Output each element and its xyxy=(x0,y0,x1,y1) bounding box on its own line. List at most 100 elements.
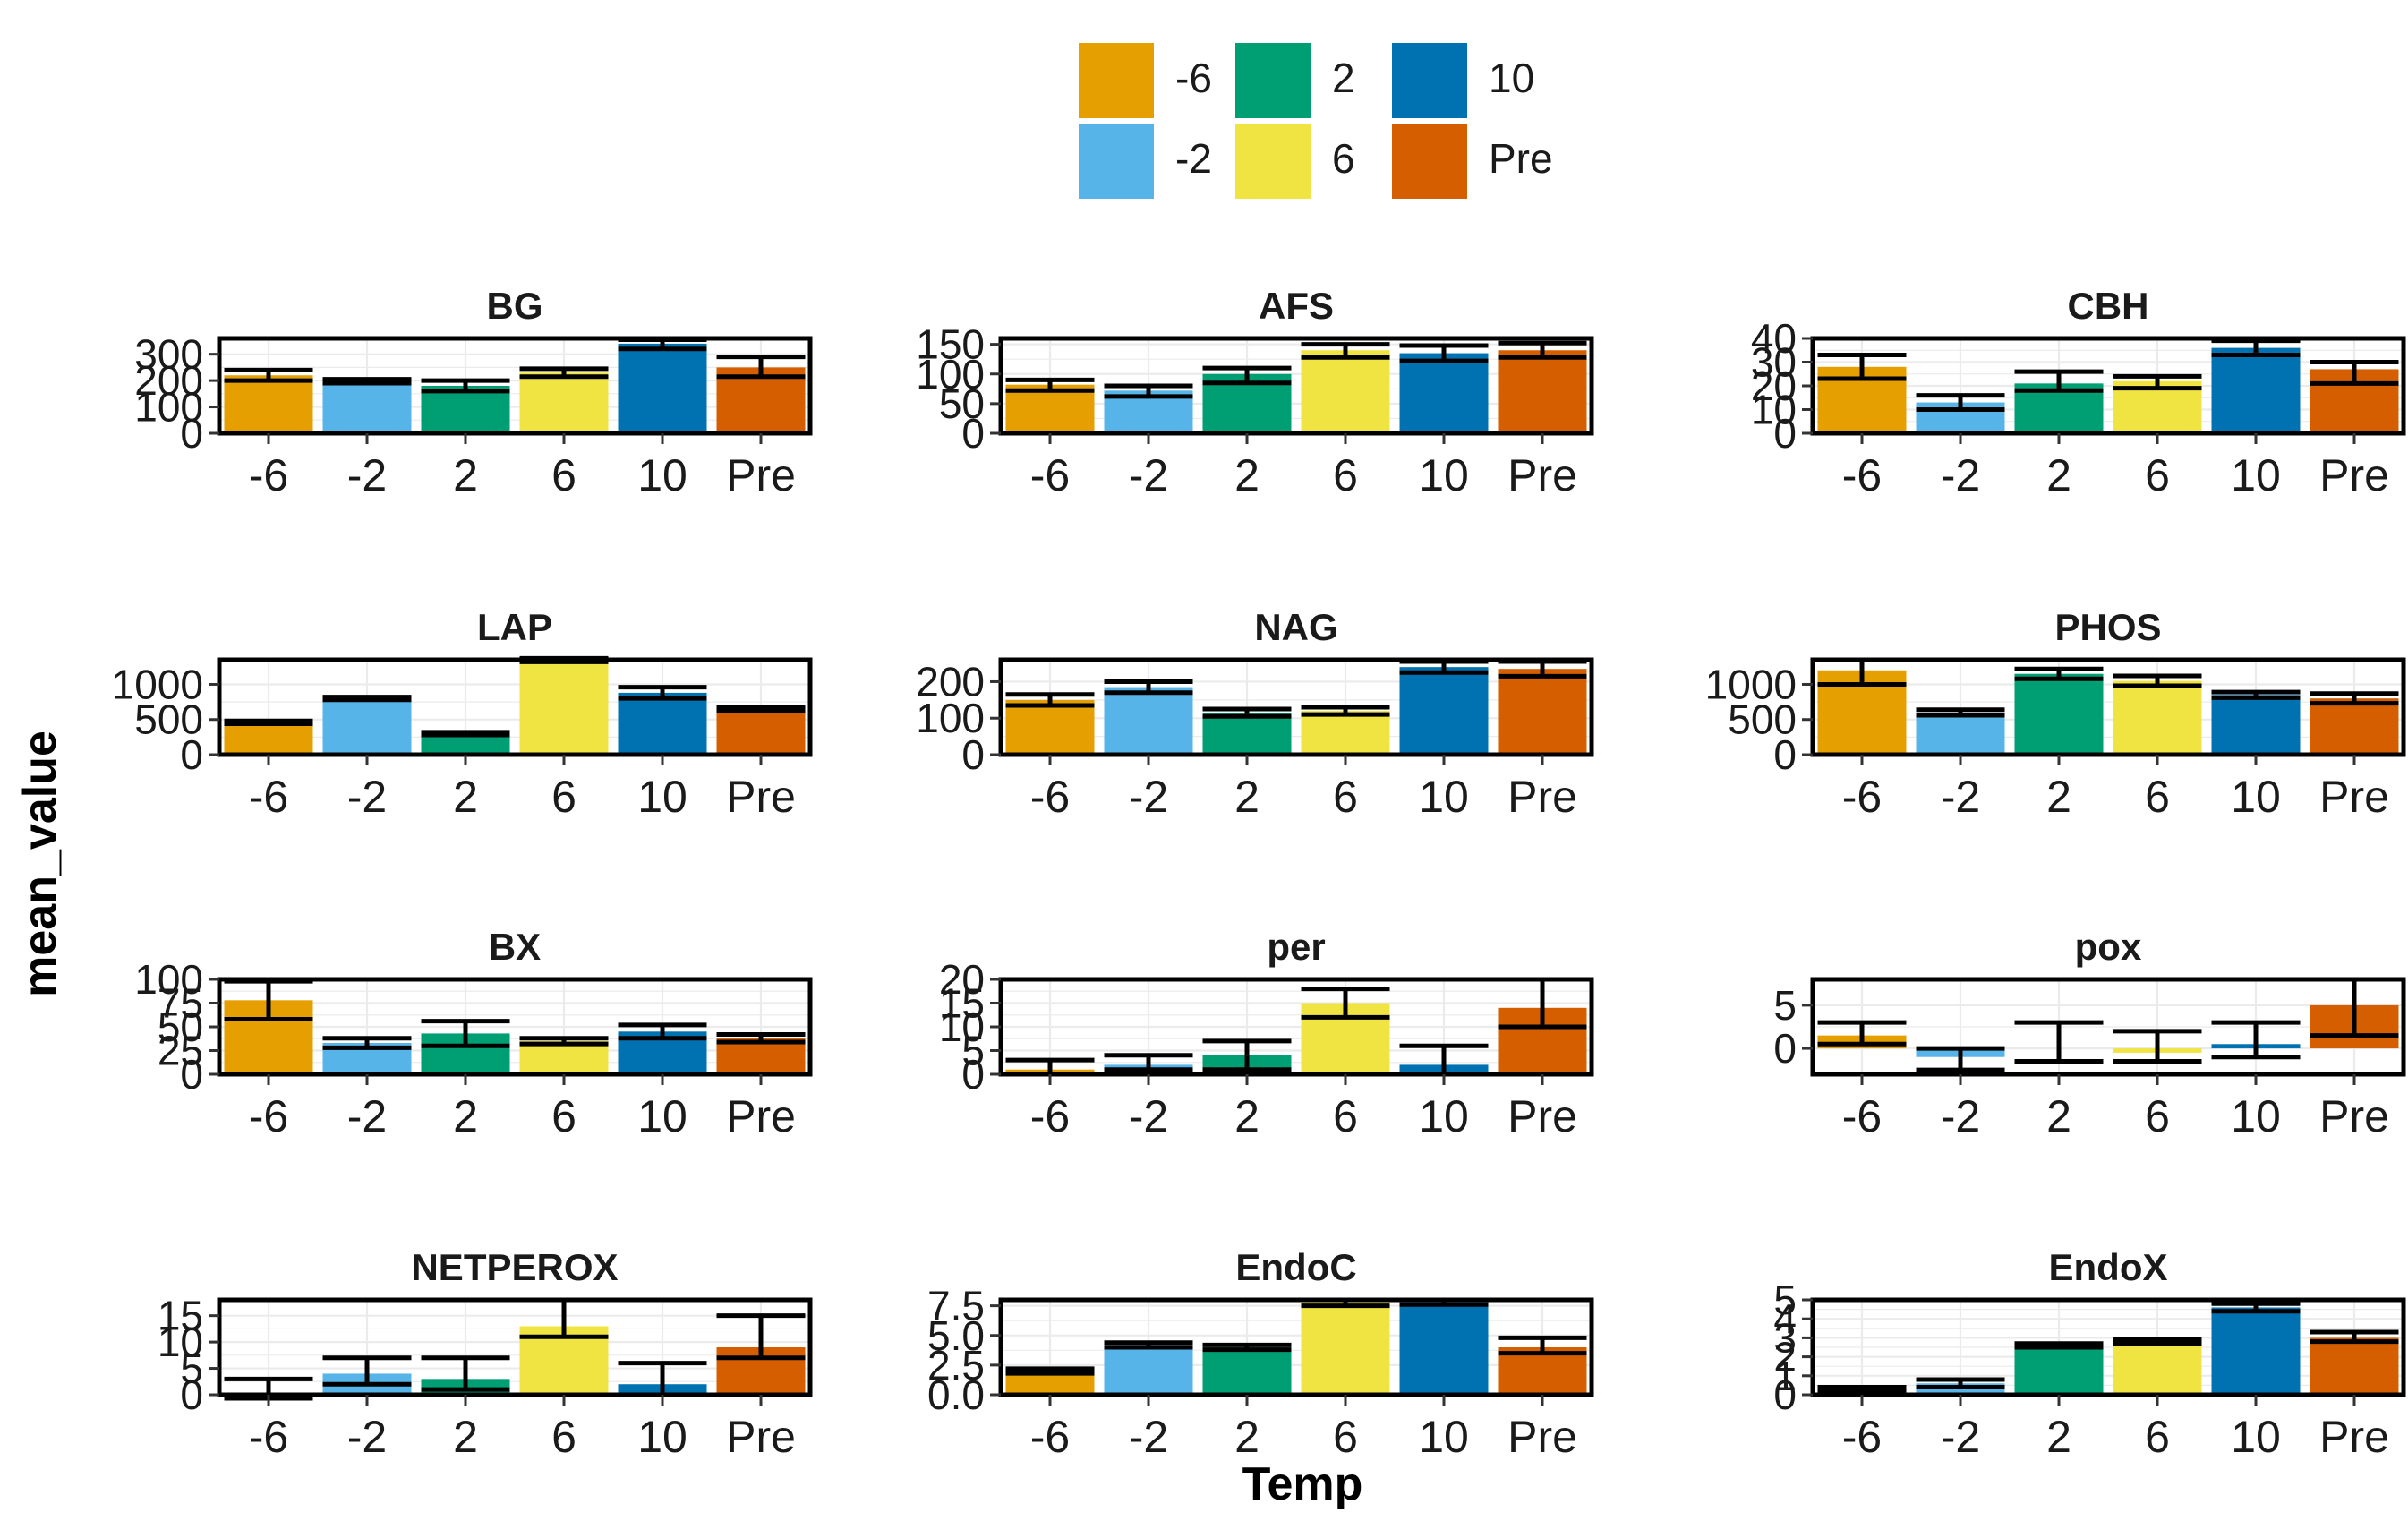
x-tick-label: 10 xyxy=(1419,772,1469,822)
y-tick-label: 10 xyxy=(158,1319,203,1365)
x-tick-label: Pre xyxy=(726,1412,796,1462)
x-tick-label: 10 xyxy=(637,450,687,500)
x-tick-label: 6 xyxy=(2145,450,2170,500)
y-tick-label: 300 xyxy=(134,331,203,378)
bar-10 xyxy=(1399,353,1489,433)
x-tick-label: -2 xyxy=(1941,450,1980,500)
x-tick-label: 10 xyxy=(2231,450,2281,500)
bar-6 xyxy=(1301,711,1390,755)
x-tick-label: -2 xyxy=(1941,1412,1980,1462)
panel-background xyxy=(1813,660,2404,755)
x-tick-label: -2 xyxy=(347,772,387,822)
x-tick-label: Pre xyxy=(1507,1091,1577,1141)
bar-2 xyxy=(421,386,510,433)
panel-background xyxy=(1001,338,1592,433)
y-tick-label: 10 xyxy=(939,1004,985,1050)
legend-key xyxy=(1079,43,1154,118)
x-tick-label: 2 xyxy=(453,772,478,822)
x-tick-label: 6 xyxy=(1333,1091,1358,1141)
y-tick-label: 5 xyxy=(961,1028,985,1074)
panel-background xyxy=(219,660,810,755)
x-tick-label: -2 xyxy=(347,450,387,500)
bar--2 xyxy=(1104,1345,1193,1395)
panel-title: per xyxy=(1267,926,1325,968)
x-tick-label: 10 xyxy=(1419,450,1469,500)
x-tick-label: Pre xyxy=(1507,450,1577,500)
panel-border xyxy=(998,657,1594,757)
y-tick-label: 500 xyxy=(1728,696,1797,743)
legend-label: 10 xyxy=(1489,55,1534,101)
y-tick-label: 100 xyxy=(134,384,203,431)
y-tick-label: 50 xyxy=(939,380,985,427)
bar-2 xyxy=(1202,713,1292,755)
x-tick-label: -6 xyxy=(1842,772,1882,822)
bar--6 xyxy=(224,722,313,755)
bar-6 xyxy=(519,1040,609,1074)
y-tick-label: 0 xyxy=(180,1051,203,1098)
y-tick-label: 0 xyxy=(1773,1371,1797,1418)
bar-6 xyxy=(2113,1341,2202,1395)
y-tick-label: 200 xyxy=(916,658,985,705)
x-tick-label: 6 xyxy=(1333,772,1358,822)
x-tick-label: Pre xyxy=(2319,450,2389,500)
x-tick-label: -6 xyxy=(249,450,288,500)
bar-Pre xyxy=(716,708,806,755)
bar-Pre xyxy=(1498,350,1587,433)
bar--2 xyxy=(322,698,412,755)
panel-border xyxy=(217,1297,813,1397)
x-tick-label: 10 xyxy=(2231,772,2281,822)
x-tick-label: 10 xyxy=(1419,1091,1469,1141)
panel-border xyxy=(998,336,1594,436)
bar-6 xyxy=(2113,680,2202,755)
y-tick-label: 0 xyxy=(1773,731,1797,778)
panel-title: AFS xyxy=(1259,285,1334,327)
x-tick-label: 6 xyxy=(1333,1412,1358,1462)
y-tick-label: 5 xyxy=(180,1346,203,1392)
bar-2 xyxy=(2014,673,2104,755)
x-tick-label: 2 xyxy=(2046,1412,2071,1462)
x-tick-label: 6 xyxy=(2145,772,2170,822)
bar-10 xyxy=(2211,1307,2301,1395)
panel-title: LAP xyxy=(477,606,552,648)
y-tick-label: 0 xyxy=(961,410,985,457)
y-tick-label: 0 xyxy=(1773,410,1797,457)
x-tick-label: -2 xyxy=(1129,450,1168,500)
bar--6 xyxy=(1005,699,1095,755)
x-tick-label: Pre xyxy=(726,1091,796,1141)
bar-6 xyxy=(519,372,609,433)
x-tick-label: Pre xyxy=(2319,772,2389,822)
x-tick-label: 6 xyxy=(1333,450,1358,500)
legend-key xyxy=(1235,124,1311,199)
x-tick-label: 10 xyxy=(2231,1412,2281,1462)
panel-title: BX xyxy=(489,926,541,968)
panel-background xyxy=(1001,1300,1592,1395)
y-tick-label: 30 xyxy=(1751,339,1797,386)
x-tick-label: -2 xyxy=(1941,772,1980,822)
y-tick-label: 0.0 xyxy=(927,1371,985,1418)
x-tick-label: 10 xyxy=(1419,1412,1469,1462)
y-tick-label: 2 xyxy=(1773,1334,1797,1380)
x-tick-label: 10 xyxy=(2231,1091,2281,1141)
panel-border xyxy=(1810,977,2406,1077)
legend-label: Pre xyxy=(1489,135,1553,182)
y-tick-label: 75 xyxy=(158,980,203,1027)
panel-border xyxy=(1810,1297,2406,1397)
x-tick-label: -2 xyxy=(1129,772,1168,822)
x-tick-label: -6 xyxy=(1030,450,1070,500)
y-tick-label: 15 xyxy=(158,1293,203,1339)
x-tick-label: -6 xyxy=(1842,450,1882,500)
panel-title: NETPEROX xyxy=(411,1246,618,1288)
x-tick-label: Pre xyxy=(1507,772,1577,822)
y-tick-label: 0 xyxy=(180,410,203,457)
y-tick-label: 1000 xyxy=(1705,661,1797,707)
y-tick-label: 25 xyxy=(158,1028,203,1074)
y-tick-label: 1000 xyxy=(112,661,203,707)
y-tick-label: 20 xyxy=(1751,363,1797,409)
legend-key xyxy=(1079,124,1154,199)
x-tick-label: 6 xyxy=(551,450,576,500)
bar-Pre xyxy=(1498,669,1587,755)
x-tick-label: 2 xyxy=(1234,772,1260,822)
x-tick-label: 2 xyxy=(2046,772,2071,822)
